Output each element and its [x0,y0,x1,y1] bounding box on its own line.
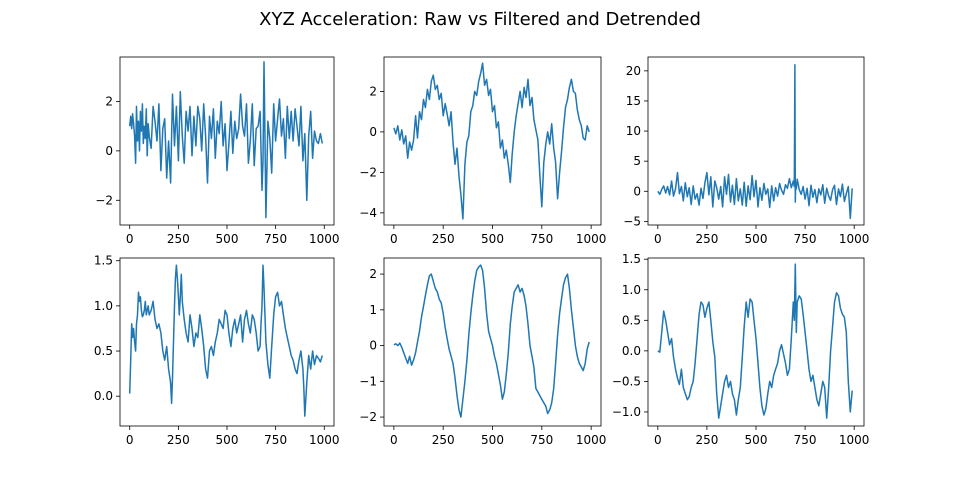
x-tick-label: 500 [745,232,768,246]
x-tick-label: 1000 [576,232,607,246]
x-tick-label: 0 [390,433,398,447]
x-tick-label: 0 [654,433,662,447]
y-tick-label: 1.0 [622,283,641,297]
y-tick-label: −1 [359,374,377,388]
y-tick-label: 0.0 [622,344,641,358]
x-tick-label: 750 [794,433,817,447]
y-tick-label: 2 [369,84,377,98]
x-tick-label: 500 [216,433,239,447]
x-tick-label: 500 [745,433,768,447]
x-tick-label: 0 [390,232,398,246]
y-tick-label: 2 [369,267,377,281]
y-tick-label: −2 [95,193,113,207]
subplot-bottom-center: 0 250 500 750 1000 −2 −1 0 1 2 [359,257,607,447]
y-tick-label: 1.5 [622,252,641,266]
x-tick-label: 250 [432,433,455,447]
x-tick-label: 500 [216,232,239,246]
subplot-bottom-left: 0 250 500 750 1000 0.0 0.5 1.0 1.5 [94,254,340,447]
subplot-bottom-right: 0 250 500 750 1000 −1.0 −0.5 0.0 0.5 1.0 1.5 [612,252,870,447]
series-line-0-0 [128,61,324,219]
series-line-5-0 [657,263,853,419]
y-tick-label: 15 [626,94,641,108]
x-tick-label: 750 [794,232,817,246]
x-tick-label: 0 [654,232,662,246]
x-tick-label: 1000 [309,232,340,246]
y-tick-label: 5 [633,154,641,168]
y-tick-label: 0 [633,184,641,198]
y-tick-label: 2 [105,94,113,108]
x-tick-label: 250 [167,433,190,447]
series-line-4-0 [393,264,590,418]
axes-frame-1 [383,56,602,226]
subplot-top-right: 0 250 500 750 1000 −5 0 5 10 15 20 [623,56,870,246]
y-tick-label: 1 [369,303,377,317]
x-tick-label: 250 [167,232,190,246]
x-tick-label: 1000 [839,433,870,447]
y-tick-label: −2 [359,410,377,424]
x-tick-label: 250 [695,433,718,447]
x-tick-label: 750 [264,232,287,246]
y-tick-label: 0.5 [622,313,641,327]
x-tick-label: 500 [481,433,504,447]
x-tick-label: 750 [264,433,287,447]
series-line-1-0 [393,62,590,220]
series-line-3-0 [128,264,324,417]
x-tick-label: 500 [481,232,504,246]
y-tick-label: 0.5 [94,344,113,358]
y-tick-label: 0 [105,144,113,158]
y-tick-label: 0 [369,339,377,353]
axes-frame-2 [647,56,865,226]
y-tick-label: −0.5 [612,374,641,388]
series-line-2-0 [657,64,853,220]
y-tick-label: 1.0 [94,299,113,313]
subplot-top-center: 0 250 500 750 1000 −4 −2 0 2 [359,56,607,246]
y-tick-label: 10 [626,124,641,138]
y-tick-label: −2 [359,165,377,179]
x-tick-label: 1000 [839,232,870,246]
y-tick-label: 20 [626,64,641,78]
y-tick-label: 0.0 [94,389,113,403]
x-tick-label: 0 [126,232,134,246]
x-tick-label: 1000 [309,433,340,447]
y-tick-label: 1.5 [94,254,113,268]
x-tick-label: 750 [530,232,553,246]
y-tick-label: −1.0 [612,405,641,419]
x-tick-label: 0 [126,433,134,447]
x-tick-label: 250 [695,232,718,246]
x-tick-label: 250 [432,232,455,246]
subplot-top-left: 0 250 500 750 1000 −2 0 2 [95,56,340,246]
axes-frame-3 [119,257,335,427]
figure-title: XYZ Acceleration: Raw vs Filtered and De… [259,9,701,30]
x-tick-label: 1000 [576,433,607,447]
y-tick-label: 0 [369,125,377,139]
y-tick-label: −4 [359,206,377,220]
x-tick-label: 750 [530,433,553,447]
y-tick-label: −5 [623,214,641,228]
